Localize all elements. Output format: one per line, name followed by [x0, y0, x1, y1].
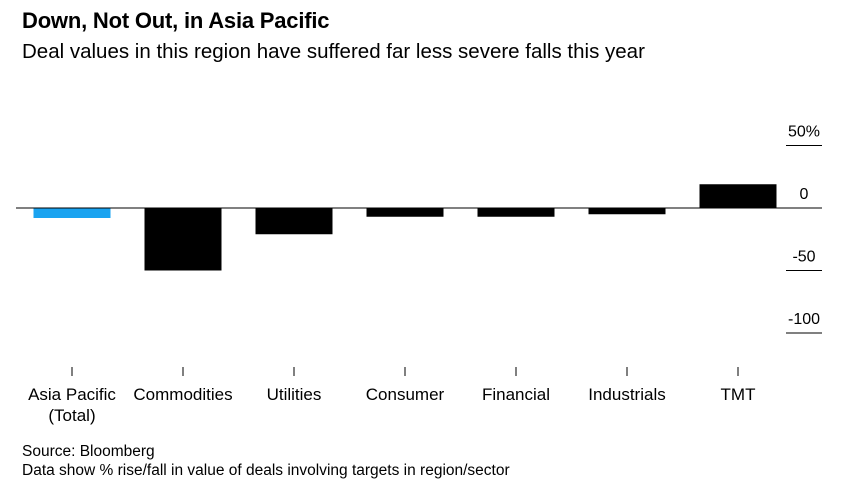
chart-subtitle: Deal values in this region have suffered… [22, 40, 645, 63]
y-tick-label: -100 [788, 311, 820, 328]
bar [366, 208, 444, 217]
x-tick-label: (Total) [48, 406, 95, 425]
x-tick-label: Consumer [366, 385, 445, 404]
bar-chart: 50% 0 -50 -100 Asia Pacific (Total) Commoditie… [16, 124, 822, 425]
bar [477, 208, 555, 217]
x-tick-label: Industrials [588, 385, 665, 404]
bar [588, 208, 666, 215]
bar [33, 208, 111, 218]
x-tick-label: Utilities [267, 385, 322, 404]
y-tick-label: 50% [788, 124, 820, 141]
x-tick-label: Financial [482, 385, 550, 404]
bar [699, 184, 777, 208]
bar [144, 208, 222, 271]
y-tick-label: -50 [792, 249, 815, 266]
bar [255, 208, 333, 235]
chart-title: Down, Not Out, in Asia Pacific [22, 8, 330, 33]
data-note: Data show % rise/fall in value of deals … [22, 462, 510, 479]
x-tick-label: Asia Pacific [28, 385, 116, 404]
source-note: Source: Bloomberg [22, 443, 155, 460]
x-tick-label: TMT [721, 385, 756, 404]
y-tick-label: 0 [800, 186, 809, 203]
x-tick-label: Commodities [133, 385, 232, 404]
